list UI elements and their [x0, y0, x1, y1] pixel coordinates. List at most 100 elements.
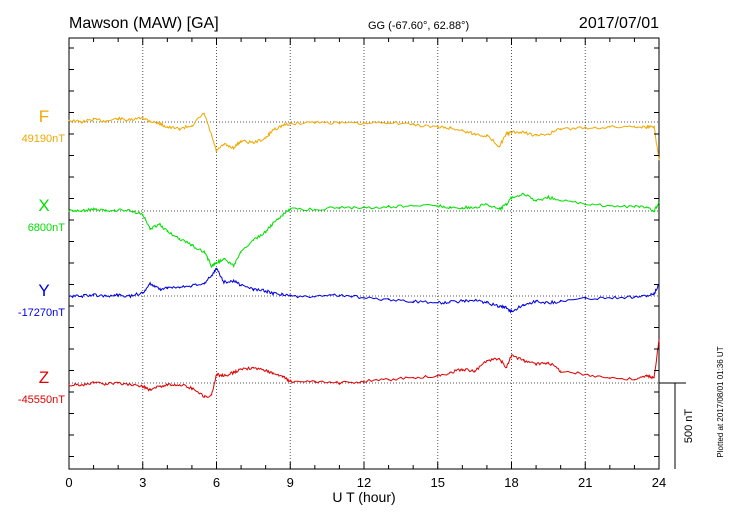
- data-point-y: [203, 283, 205, 285]
- data-point-f: [215, 150, 218, 152]
- data-point-z: [461, 368, 463, 370]
- data-point-x: [80, 210, 82, 212]
- x-tick-label: 3: [139, 475, 146, 490]
- data-point-z: [338, 382, 340, 384]
- data-point-f: [633, 125, 636, 127]
- data-point-y: [338, 294, 340, 296]
- data-point-z: [486, 360, 488, 362]
- data-point-f: [461, 130, 463, 132]
- data-point-z: [363, 380, 365, 382]
- data-point-y: [584, 298, 586, 300]
- series-line-f: [68, 112, 660, 160]
- data-point-x: [646, 207, 648, 209]
- data-point-x: [547, 196, 550, 198]
- series-name-z: Z: [39, 368, 49, 387]
- data-point-x: [93, 208, 95, 210]
- x-tick-label: 0: [65, 475, 72, 490]
- data-point-f: [535, 135, 537, 137]
- data-point-f: [211, 135, 213, 137]
- data-point-y: [191, 285, 193, 287]
- data-point-x: [437, 205, 439, 207]
- data-point-f: [584, 127, 586, 129]
- data-point-x: [211, 265, 213, 267]
- data-point-f: [129, 119, 132, 121]
- data-point-z: [498, 358, 500, 360]
- data-point-f: [223, 143, 225, 145]
- data-point-y: [240, 285, 242, 287]
- data-point-z: [560, 370, 562, 372]
- x-tick-label: 24: [652, 475, 666, 490]
- data-point-x: [149, 227, 151, 229]
- x-tick-label: 18: [504, 475, 518, 490]
- data-point-z: [584, 373, 586, 375]
- data-point-z: [105, 383, 107, 385]
- data-point-y: [653, 293, 655, 295]
- data-point-z: [437, 375, 439, 377]
- data-point-y: [461, 300, 463, 302]
- data-point-z: [129, 384, 132, 386]
- data-point-f: [653, 125, 655, 127]
- data-point-x: [68, 210, 70, 212]
- data-point-f: [547, 133, 550, 135]
- data-point-f: [159, 123, 161, 125]
- data-point-z: [314, 381, 316, 383]
- x-axis-label: U T (hour): [332, 489, 395, 505]
- data-point-z: [203, 396, 205, 398]
- data-point-y: [179, 286, 181, 288]
- data-point-y: [211, 274, 213, 276]
- scale-bar: 500 nT: [659, 382, 695, 469]
- data-point-z: [412, 377, 414, 379]
- data-point-y: [560, 300, 562, 302]
- data-point-y: [166, 286, 168, 288]
- data-point-x: [363, 207, 365, 209]
- data-point-y: [547, 302, 550, 304]
- data-point-z: [80, 384, 82, 386]
- data-point-f: [105, 120, 107, 122]
- data-point-z: [388, 379, 390, 381]
- data-point-f: [240, 140, 242, 142]
- data-point-y: [289, 295, 291, 297]
- x-tick-label: 6: [213, 475, 220, 490]
- data-point-y: [105, 295, 107, 297]
- data-point-y: [159, 288, 161, 290]
- data-point-f: [117, 118, 119, 120]
- series-line-y: [68, 268, 660, 314]
- data-point-y: [510, 310, 513, 313]
- data-point-y: [252, 288, 254, 290]
- data-point-f: [314, 121, 316, 123]
- data-point-x: [233, 265, 235, 267]
- series-layer: [68, 112, 660, 399]
- data-point-y: [523, 304, 525, 306]
- data-point-f: [282, 124, 284, 126]
- data-point-y: [314, 296, 316, 298]
- data-point-f: [363, 123, 365, 125]
- x-tick-label: 9: [287, 475, 294, 490]
- data-point-z: [240, 368, 242, 370]
- data-point-z: [510, 354, 513, 357]
- data-point-f: [560, 128, 562, 130]
- data-point-x: [223, 258, 225, 260]
- series-name-f: F: [39, 107, 49, 126]
- data-point-f: [437, 126, 439, 128]
- series-name-y: Y: [38, 281, 49, 300]
- data-point-x: [653, 210, 655, 212]
- data-point-f: [68, 119, 70, 121]
- data-point-z: [547, 361, 550, 363]
- data-point-y: [215, 267, 218, 270]
- data-point-z: [233, 372, 235, 374]
- data-point-y: [142, 292, 144, 294]
- data-point-f: [233, 147, 235, 149]
- baseline-label-f: 49190nT: [22, 133, 66, 145]
- baseline-label-z: -45550nT: [18, 394, 65, 406]
- data-point-f: [449, 127, 451, 129]
- data-point-x: [191, 244, 193, 246]
- baseline-label-y: -17270nT: [18, 307, 65, 319]
- data-point-y: [117, 294, 119, 296]
- data-point-y: [93, 294, 95, 296]
- date-label: 2017/07/01: [579, 15, 659, 32]
- data-point-f: [265, 137, 267, 139]
- data-point-x: [338, 207, 340, 209]
- data-point-z: [142, 385, 144, 387]
- data-point-z: [506, 366, 508, 369]
